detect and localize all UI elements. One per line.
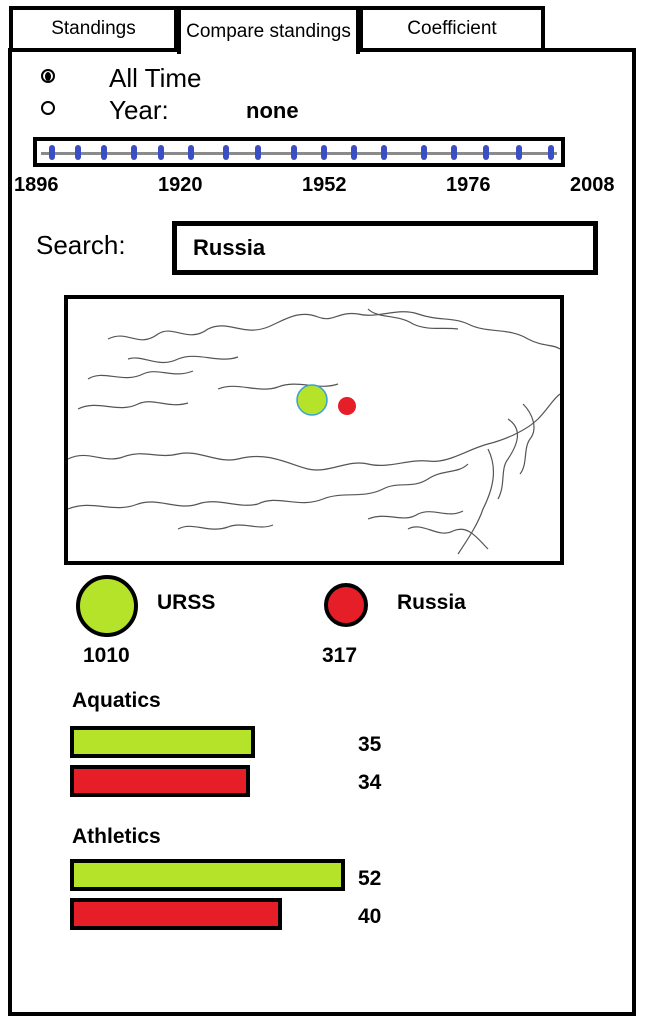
russia-value: 34 xyxy=(358,771,382,794)
timeline-year-label: 1976 xyxy=(446,174,491,196)
russia-marker[interactable] xyxy=(338,397,356,415)
timeline-tick[interactable] xyxy=(188,145,194,160)
timeline-tick[interactable] xyxy=(49,145,55,160)
urss-bar xyxy=(70,726,255,758)
year-label: Year: xyxy=(109,95,169,125)
urss-marker[interactable] xyxy=(296,384,328,416)
timeline-tick[interactable] xyxy=(421,145,427,160)
timeline-year-label: 1920 xyxy=(158,174,203,196)
year-timeline-slider[interactable] xyxy=(33,137,565,167)
russia-legend-marker xyxy=(324,583,368,627)
timeline-tick[interactable] xyxy=(381,145,387,160)
russia-bar xyxy=(70,898,282,930)
world-map-icon xyxy=(68,308,560,555)
all-time-label: All Time xyxy=(109,63,202,93)
timeline-tick[interactable] xyxy=(321,145,327,160)
urss-total: 1010 xyxy=(83,644,130,667)
russia-value: 40 xyxy=(358,905,382,928)
search-label: Search: xyxy=(36,230,126,260)
timeline-year-label: 1896 xyxy=(14,174,59,196)
urss-legend-name: URSS xyxy=(157,591,216,614)
year-radio[interactable] xyxy=(41,101,55,115)
timeline-tick[interactable] xyxy=(255,145,261,160)
tab-coefficient[interactable]: Coefficient xyxy=(359,6,545,48)
timeline-tick[interactable] xyxy=(158,145,164,160)
sport-title: Aquatics xyxy=(72,689,161,712)
timeline-track xyxy=(41,152,557,155)
all-time-radio[interactable] xyxy=(41,69,55,83)
timeline-tick[interactable] xyxy=(131,145,137,160)
timeline-tick[interactable] xyxy=(351,145,357,160)
tab-compare-standings[interactable]: Compare standings xyxy=(177,6,360,54)
timeline-tick[interactable] xyxy=(291,145,297,160)
timeline-tick[interactable] xyxy=(101,145,107,160)
year-value: none xyxy=(246,98,299,123)
timeline-tick[interactable] xyxy=(223,145,229,160)
tab-standings[interactable]: Standings xyxy=(9,6,178,48)
russia-legend-name: Russia xyxy=(397,591,466,614)
urss-legend-marker xyxy=(76,575,138,637)
timeline-tick[interactable] xyxy=(548,145,554,160)
urss-value: 35 xyxy=(358,733,382,756)
sport-title: Athletics xyxy=(72,825,161,848)
urss-value: 52 xyxy=(358,867,382,890)
timeline-tick[interactable] xyxy=(451,145,457,160)
world-map[interactable] xyxy=(64,295,564,565)
timeline-tick[interactable] xyxy=(483,145,489,160)
search-input[interactable]: Russia xyxy=(172,221,598,275)
urss-bar xyxy=(70,859,345,891)
timeline-year-label: 2008 xyxy=(570,174,615,196)
timeline-tick[interactable] xyxy=(516,145,522,160)
russia-total: 317 xyxy=(322,644,358,667)
timeline-year-label: 1952 xyxy=(302,174,347,196)
timeline-tick[interactable] xyxy=(75,145,81,160)
russia-bar xyxy=(70,765,250,797)
